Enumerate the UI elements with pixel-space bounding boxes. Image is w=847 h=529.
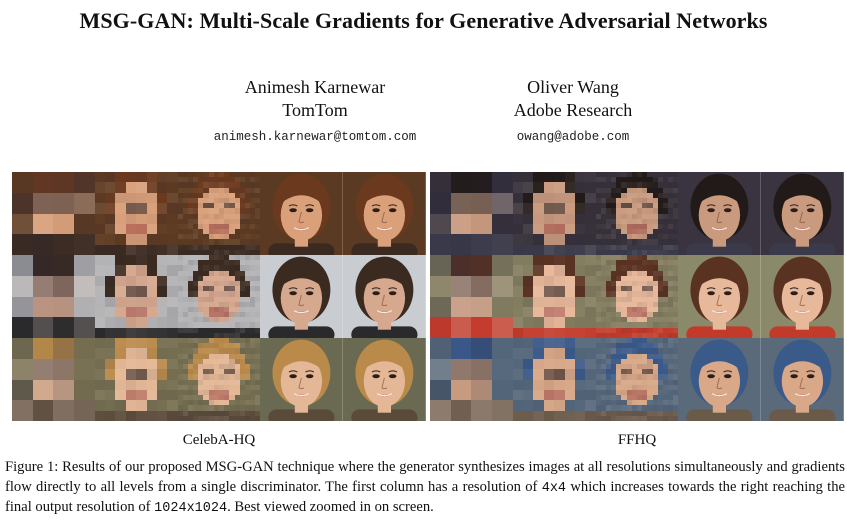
generated-image-1 — [12, 338, 95, 421]
generated-image-2 — [512, 338, 596, 421]
paper-title: MSG-GAN: Multi-Scale Gradients for Gener… — [79, 8, 768, 33]
generated-image-1 — [430, 255, 513, 338]
image-row — [12, 338, 426, 421]
generated-image-2 — [94, 338, 178, 421]
generated-image-3 — [177, 338, 261, 421]
ffhq-label: FFHQ — [617, 432, 657, 448]
image-row — [430, 255, 844, 338]
generated-image-5 — [761, 172, 844, 255]
final-resolution: 1024x1024 — [154, 501, 228, 516]
author-block-karnewar: Animesh Karnewar TomTom animesh.karnewar… — [185, 76, 445, 144]
generated-image-4 — [260, 338, 344, 421]
author-email: owang@adobe.com — [516, 130, 630, 144]
generated-image-1 — [12, 255, 95, 338]
generated-image-3 — [595, 172, 679, 255]
ffhq-image-grid — [430, 172, 844, 421]
generated-image-4 — [678, 172, 762, 255]
generated-image-2 — [512, 172, 596, 255]
generated-image-4 — [678, 255, 762, 338]
generated-image-5 — [761, 338, 844, 421]
generated-image-4 — [678, 338, 762, 421]
author-affiliation: TomTom — [282, 100, 348, 120]
author-name: Oliver Wang — [527, 77, 619, 97]
caption-text: . Best viewed zoomed in on screen. — [227, 499, 434, 515]
generated-image-3 — [595, 255, 679, 338]
image-row — [430, 338, 844, 421]
generated-image-2 — [94, 255, 178, 338]
generated-image-1 — [430, 172, 513, 255]
generated-image-5 — [343, 172, 426, 255]
celeba-hq-image-grid — [12, 172, 426, 421]
generated-image-1 — [430, 338, 513, 421]
generated-image-2 — [512, 255, 596, 338]
figure-caption: Figure 1: Results of our proposed MSG-GA… — [5, 458, 845, 519]
author-block-wang: Oliver Wang Adobe Research owang@adobe.c… — [443, 76, 703, 144]
generated-image-5 — [343, 255, 426, 338]
image-row — [12, 172, 426, 255]
generated-image-3 — [177, 255, 261, 338]
start-resolution: 4x4 — [541, 480, 567, 496]
author-name: Animesh Karnewar — [244, 77, 386, 97]
generated-image-3 — [177, 172, 261, 255]
image-row — [430, 172, 844, 255]
caption-text: Results of our proposed MSG-GAN techniqu… — [5, 459, 845, 495]
generated-image-5 — [761, 255, 844, 338]
celeba-hq-label: CelebA-HQ — [182, 432, 256, 448]
generated-image-4 — [260, 172, 344, 255]
generated-image-5 — [343, 338, 426, 421]
author-email: animesh.karnewar@tomtom.com — [213, 130, 417, 144]
caption-text: which increases towards the right reachi… — [5, 478, 845, 516]
generated-image-2 — [94, 172, 178, 255]
generated-image-3 — [595, 338, 679, 421]
figure-number: Figure 1: — [5, 459, 59, 475]
image-row — [12, 255, 426, 338]
generated-image-1 — [12, 172, 95, 255]
author-affiliation: Adobe Research — [513, 100, 633, 120]
generated-image-4 — [260, 255, 344, 338]
